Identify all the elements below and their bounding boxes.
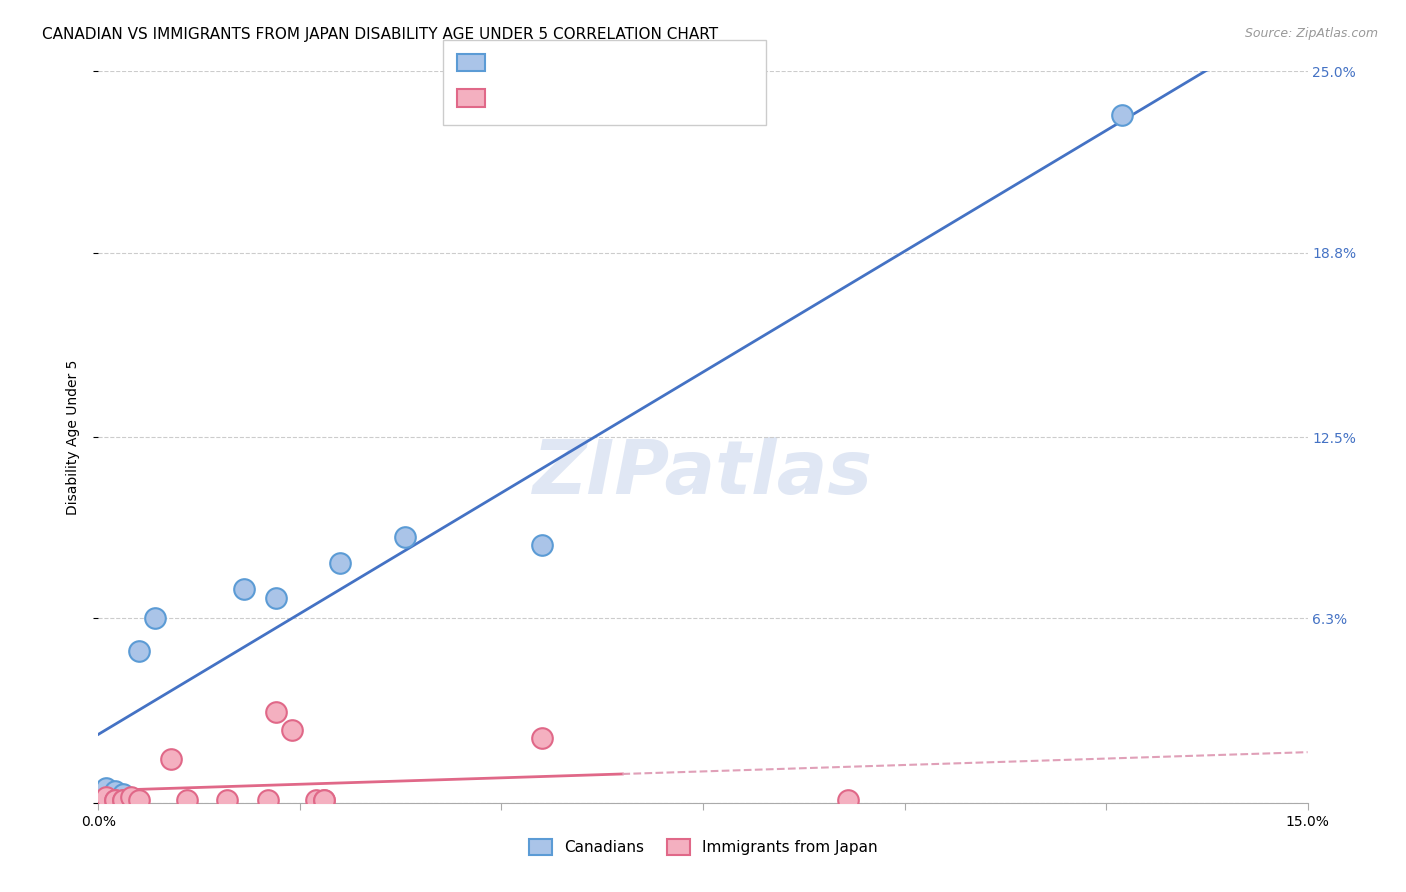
Text: 19: 19: [616, 91, 637, 105]
Canadians: [96, 781, 118, 796]
Immigrants from Japan: [103, 793, 125, 807]
Canadians: [1111, 108, 1133, 122]
Text: Source: ZipAtlas.com: Source: ZipAtlas.com: [1244, 27, 1378, 40]
Immigrants from Japan: [281, 723, 304, 737]
Immigrants from Japan: [96, 789, 118, 804]
Canadians: [232, 582, 254, 597]
Immigrants from Japan: [128, 793, 150, 807]
Text: 0.182: 0.182: [529, 91, 576, 105]
Text: R =: R =: [494, 91, 527, 105]
Immigrants from Japan: [530, 731, 553, 746]
Text: R =: R =: [494, 55, 527, 70]
Immigrants from Japan: [837, 793, 859, 807]
Immigrants from Japan: [314, 793, 336, 807]
Immigrants from Japan: [103, 793, 125, 807]
Immigrants from Japan: [256, 793, 278, 807]
Immigrants from Japan: [160, 752, 183, 766]
Canadians: [394, 530, 416, 544]
Text: N =: N =: [583, 55, 617, 70]
Immigrants from Japan: [176, 793, 198, 807]
Canadians: [111, 787, 134, 801]
Canadians: [143, 611, 166, 625]
Text: CANADIAN VS IMMIGRANTS FROM JAPAN DISABILITY AGE UNDER 5 CORRELATION CHART: CANADIAN VS IMMIGRANTS FROM JAPAN DISABI…: [42, 27, 718, 42]
Canadians: [128, 643, 150, 657]
Text: ZIPatlas: ZIPatlas: [533, 437, 873, 510]
Immigrants from Japan: [111, 793, 134, 807]
Canadians: [264, 591, 287, 605]
Legend: Canadians, Immigrants from Japan: Canadians, Immigrants from Japan: [523, 833, 883, 861]
Immigrants from Japan: [111, 793, 134, 807]
Text: N =: N =: [583, 91, 617, 105]
Immigrants from Japan: [120, 789, 142, 804]
Text: 11: 11: [616, 55, 637, 70]
Canadians: [329, 556, 352, 570]
Canadians: [530, 538, 553, 552]
Immigrants from Japan: [96, 793, 118, 807]
Y-axis label: Disability Age Under 5: Disability Age Under 5: [66, 359, 80, 515]
Immigrants from Japan: [314, 793, 336, 807]
Immigrants from Japan: [305, 793, 328, 807]
Canadians: [103, 784, 125, 798]
Immigrants from Japan: [264, 705, 287, 719]
Immigrants from Japan: [217, 793, 239, 807]
Text: 0.896: 0.896: [529, 55, 576, 70]
